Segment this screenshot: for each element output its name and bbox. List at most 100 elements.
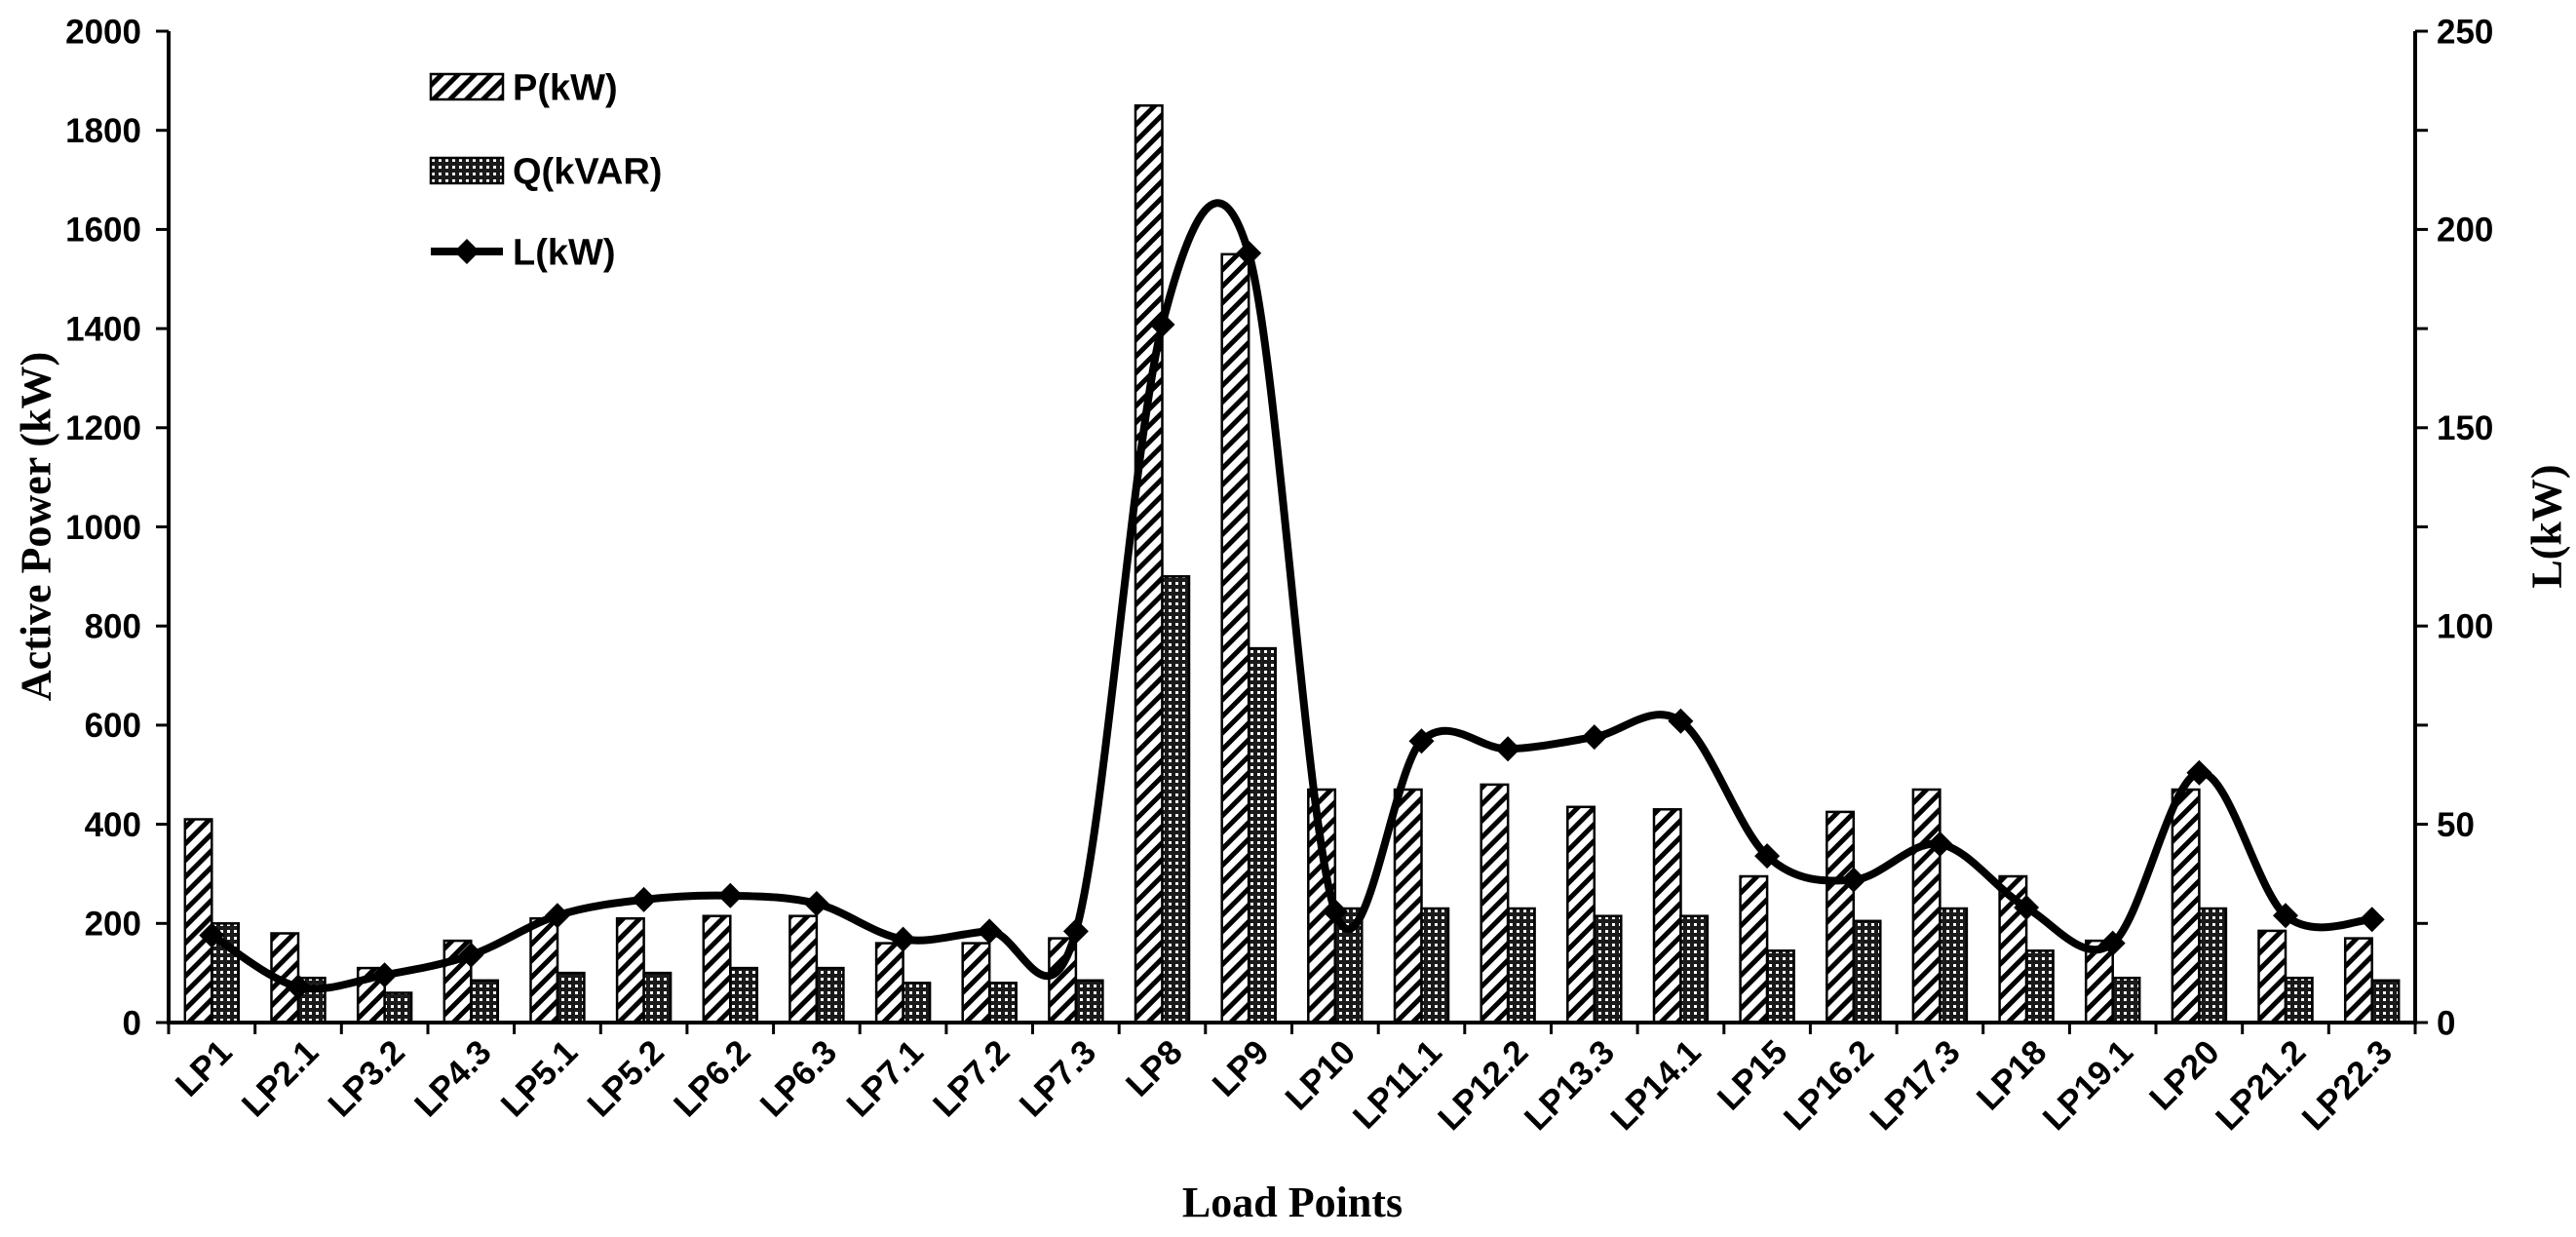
series-line-l-kw xyxy=(208,199,2376,993)
y-tick-label: 600 xyxy=(85,707,141,745)
y-tick-label: 1600 xyxy=(65,212,141,250)
line-marker-l-kw xyxy=(890,926,916,952)
bar-q-kvar xyxy=(642,971,673,1024)
x-tick-label: LP3.2 xyxy=(321,1033,412,1125)
legend-swatch-q xyxy=(429,156,505,185)
bar-p-kw xyxy=(1826,810,1856,1024)
line-marker-l-kw xyxy=(1322,899,1348,925)
bar-q-kvar xyxy=(2198,907,2228,1024)
x-tick-label: LP6.3 xyxy=(753,1033,845,1125)
bar-p-kw xyxy=(1220,252,1250,1024)
bar-q-kvar xyxy=(1420,907,1450,1024)
x-tick-label: LP16.2 xyxy=(1777,1033,1881,1138)
x-tick-label: LP4.3 xyxy=(407,1033,499,1125)
x-tick-label: LP7.1 xyxy=(839,1033,931,1125)
bar-q-kvar xyxy=(2284,976,2314,1024)
line-marker-l-kw xyxy=(1840,867,1866,893)
y-tick-label: 1200 xyxy=(65,409,141,447)
x-tick-label: LP11.1 xyxy=(1346,1033,1449,1137)
y2-axis-title: L(kW) xyxy=(2522,464,2570,588)
bar-p-kw xyxy=(1566,805,1596,1024)
x-tick-label: LP8 xyxy=(1119,1033,1190,1104)
bar-p-kw xyxy=(2084,939,2114,1024)
y-tick-label: 400 xyxy=(85,806,141,844)
bar-q-kvar xyxy=(1765,949,1795,1024)
y2-tick-label: 200 xyxy=(2437,212,2493,250)
bar-p-kw xyxy=(702,914,732,1024)
bar-q-kvar xyxy=(1679,914,1710,1024)
x-tick-label: LP22.3 xyxy=(2295,1033,2400,1138)
x-tick-label: LP1 xyxy=(169,1033,240,1104)
line-marker-l-kw xyxy=(286,974,311,1000)
y-tick-label: 800 xyxy=(85,607,141,645)
bar-p-kw xyxy=(183,818,213,1024)
x-tick-label: LP19.1 xyxy=(2036,1033,2140,1138)
line-marker-l-kw xyxy=(2273,903,2298,929)
bar-q-kvar xyxy=(383,991,413,1024)
y2-tick-label: 250 xyxy=(2437,13,2493,51)
bar-p-kw xyxy=(1739,874,1769,1024)
bar-p-kw xyxy=(529,916,559,1024)
bar-p-kw xyxy=(2257,929,2288,1024)
line-marker-l-kw xyxy=(371,962,398,988)
y2-tick-label: 50 xyxy=(2437,806,2475,844)
line-marker-l-kw xyxy=(1236,240,1262,266)
legend-diamond-marker xyxy=(454,239,480,264)
bar-p-kw xyxy=(2343,937,2373,1024)
x-tick-label: LP5.2 xyxy=(580,1033,672,1125)
x-tick-label: LP17.3 xyxy=(1863,1033,1967,1138)
line-marker-l-kw xyxy=(458,942,484,968)
y2-tick-label: 100 xyxy=(2437,607,2493,645)
bar-p-kw xyxy=(615,916,645,1024)
bar-q-kvar xyxy=(815,966,845,1024)
bar-p-kw xyxy=(1393,788,1423,1024)
bar-q-kvar xyxy=(729,966,759,1024)
line-marker-l-kw xyxy=(1149,312,1175,337)
y2-tick-label: 150 xyxy=(2437,409,2493,447)
bar-q-kvar xyxy=(1161,575,1191,1024)
x-tick-label: LP12.2 xyxy=(1431,1033,1535,1138)
line-layer xyxy=(199,199,2385,1000)
legend-swatch-p xyxy=(429,72,505,101)
y-tick-label: 1400 xyxy=(65,310,141,348)
legend-item-q: Q(kVAR) xyxy=(429,151,662,192)
bar-q-kvar xyxy=(1593,914,1623,1024)
bar-q-kvar xyxy=(902,982,932,1024)
line-marker-l-kw xyxy=(2186,759,2212,786)
x-tick-label: LP14.1 xyxy=(1603,1033,1708,1138)
bar-q-kvar xyxy=(1247,646,1277,1024)
y2-tick-label: 0 xyxy=(2437,1004,2455,1042)
line-marker-l-kw xyxy=(2014,895,2040,920)
bar-q-kvar xyxy=(1074,979,1104,1024)
bar-p-kw xyxy=(1134,104,1164,1024)
y-axis-title: Active Power (kW) xyxy=(12,352,59,701)
bar-p-kw xyxy=(1911,788,1942,1024)
bar-q-kvar xyxy=(470,979,500,1024)
x-tick-label: LP5.1 xyxy=(494,1033,586,1125)
y-tick-label: 200 xyxy=(85,906,141,944)
line-marker-l-kw xyxy=(2359,907,2385,933)
bar-q-kvar xyxy=(2370,979,2401,1024)
x-axis-title: Load Points xyxy=(1182,1179,1403,1226)
bar-q-kvar xyxy=(1506,907,1536,1024)
y-tick-label: 1000 xyxy=(65,509,141,547)
legend-item-l: L(kW) xyxy=(431,232,616,273)
line-marker-l-kw xyxy=(199,922,225,948)
x-tick-label: LP7.2 xyxy=(926,1033,1018,1125)
bar-p-kw xyxy=(1480,783,1510,1024)
bar-q-kvar xyxy=(1852,919,1882,1024)
axes xyxy=(167,31,2417,1024)
legend: P(kW) Q(kVAR) L(kW) xyxy=(429,67,662,273)
legend-item-p: P(kW) xyxy=(429,67,618,108)
bar-q-kvar xyxy=(556,971,586,1024)
line-marker-l-kw xyxy=(2099,930,2126,956)
bar-p-kw xyxy=(874,942,904,1024)
legend-label-p: P(kW) xyxy=(513,67,618,108)
line-marker-l-kw xyxy=(1408,728,1435,754)
legend-label-l: L(kW) xyxy=(513,232,616,273)
bar-p-kw xyxy=(961,942,991,1024)
line-marker-l-kw xyxy=(1495,736,1521,762)
x-tick-label: LP13.3 xyxy=(1518,1033,1622,1138)
bar-p-kw xyxy=(2171,788,2201,1024)
